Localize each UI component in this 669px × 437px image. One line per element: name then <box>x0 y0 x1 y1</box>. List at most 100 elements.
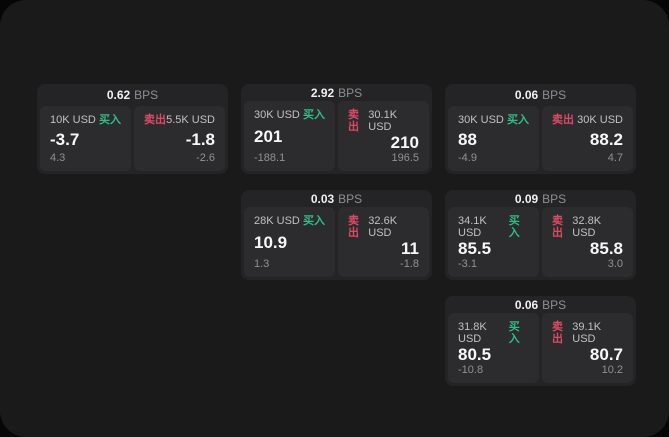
sell-quote-pane[interactable]: 卖出 5.5K USD -1.8 -2.6 <box>134 106 225 171</box>
sell-pane-header: 卖出 32.6K USD <box>348 215 419 239</box>
sell-tag: 卖出 <box>552 321 563 345</box>
sell-sub-value: 10.2 <box>601 364 623 376</box>
quote-card: 0.09 BPS 34.1K USD 买入 85.5 -3.1 卖出 32.8K… <box>445 190 636 280</box>
quote-card: 0.06 BPS 30K USD 买入 88 -4.9 卖出 30K USD 8… <box>445 84 636 174</box>
buy-tag: 买入 <box>303 109 325 121</box>
card-header: 0.03 BPS <box>244 190 429 207</box>
bps-unit-label: BPS <box>338 85 363 100</box>
buy-price: 80.5 <box>458 345 492 364</box>
buy-tag: 买入 <box>303 215 325 227</box>
buy-pane-header: 30K USD 买入 <box>254 109 325 121</box>
buy-pane-header: 10K USD 买入 <box>50 114 121 126</box>
sell-size-label: 5.5K USD <box>166 114 215 126</box>
card-body: 31.8K USD 买入 80.5 -10.8 卖出 39.1K USD 80.… <box>448 313 633 383</box>
card-header: 2.92 BPS <box>244 84 429 101</box>
bps-value: 2.92 <box>310 85 335 100</box>
sell-quote-pane[interactable]: 卖出 30.1K USD 210 196.5 <box>338 101 429 171</box>
buy-quote-pane[interactable]: 28K USD 买入 10.9 1.3 <box>244 207 335 277</box>
card-body: 28K USD 买入 10.9 1.3 卖出 32.6K USD 11 -1.8 <box>244 207 429 277</box>
sell-quote-pane[interactable]: 卖出 30K USD 88.2 4.7 <box>542 106 633 171</box>
buy-price: 88 <box>458 129 477 149</box>
sell-price: -1.8 <box>185 129 215 149</box>
buy-size-label: 30K USD <box>458 114 504 126</box>
sell-sub-value: 4.7 <box>607 152 623 164</box>
buy-quote-pane[interactable]: 31.8K USD 买入 80.5 -10.8 <box>448 313 539 383</box>
card-header: 0.09 BPS <box>448 190 633 207</box>
buy-quote-pane[interactable]: 30K USD 买入 88 -4.9 <box>448 106 539 171</box>
buy-quote-pane[interactable]: 30K USD 买入 201 -188.1 <box>244 101 335 171</box>
buy-sub-value: 4.3 <box>50 152 66 164</box>
buy-pane-header: 28K USD 买入 <box>254 215 325 227</box>
buy-tag: 买入 <box>507 114 529 126</box>
buy-size-label: 31.8K USD <box>458 321 487 345</box>
bps-unit-label: BPS <box>338 191 363 206</box>
sell-tag: 卖出 <box>552 114 574 126</box>
sell-quote-pane[interactable]: 卖出 32.6K USD 11 -1.8 <box>338 207 429 277</box>
sell-price: 80.7 <box>589 345 623 364</box>
buy-tag: 买入 <box>508 321 520 345</box>
sell-pane-header: 卖出 39.1K USD <box>552 321 623 345</box>
sell-price: 85.8 <box>589 239 623 258</box>
bps-value: 0.09 <box>514 191 539 206</box>
sell-quote-pane[interactable]: 卖出 32.8K USD 85.8 3.0 <box>542 207 633 277</box>
sell-size-label: 32.6K USD <box>368 215 398 239</box>
sell-price: 11 <box>401 239 419 258</box>
buy-size-label: 34.1K USD <box>458 215 487 239</box>
card-body: 10K USD 买入 -3.7 4.3 卖出 5.5K USD -1.8 -2.… <box>40 106 225 171</box>
sell-sub-value: -2.6 <box>196 152 215 164</box>
bps-value: 0.06 <box>514 88 539 102</box>
bps-unit-label: BPS <box>134 88 159 102</box>
bps-value: 0.06 <box>514 297 539 312</box>
buy-price: 85.5 <box>458 239 492 258</box>
card-header: 0.06 BPS <box>448 296 633 313</box>
sell-size-label: 30K USD <box>577 114 623 126</box>
sell-price: 88.2 <box>589 129 623 149</box>
bps-unit-label: BPS <box>542 191 567 206</box>
quote-card: 0.03 BPS 28K USD 买入 10.9 1.3 卖出 32.6K US… <box>241 190 432 280</box>
sell-tag: 卖出 <box>552 215 563 239</box>
buy-sub-value: 1.3 <box>254 258 270 270</box>
sell-size-label: 30.1K USD <box>368 109 398 133</box>
buy-pane-header: 31.8K USD 买入 <box>458 321 529 345</box>
buy-tag: 买入 <box>99 114 121 126</box>
buy-price: 201 <box>254 127 283 146</box>
sell-pane-header: 卖出 30K USD <box>552 114 623 126</box>
sell-sub-value: 196.5 <box>391 152 419 164</box>
buy-tag: 买入 <box>508 215 520 239</box>
buy-price: -3.7 <box>50 129 80 149</box>
sell-sub-value: 3.0 <box>607 258 623 270</box>
buy-pane-header: 34.1K USD 买入 <box>458 215 529 239</box>
sell-size-label: 39.1K USD <box>572 321 602 345</box>
quote-card: 0.62 BPS 10K USD 买入 -3.7 4.3 卖出 5.5K USD… <box>37 84 228 174</box>
card-body: 30K USD 买入 201 -188.1 卖出 30.1K USD 210 1… <box>244 101 429 171</box>
card-header: 0.06 BPS <box>448 84 633 106</box>
buy-sub-value: -3.1 <box>458 258 477 270</box>
sell-sub-value: -1.8 <box>400 258 419 270</box>
quote-card: 0.06 BPS 31.8K USD 买入 80.5 -10.8 卖出 39.1… <box>445 296 636 386</box>
sell-size-label: 32.8K USD <box>572 215 602 239</box>
bps-value: 0.62 <box>106 88 131 102</box>
sell-tag: 卖出 <box>144 114 166 126</box>
card-body: 30K USD 买入 88 -4.9 卖出 30K USD 88.2 4.7 <box>448 106 633 171</box>
buy-quote-pane[interactable]: 34.1K USD 买入 85.5 -3.1 <box>448 207 539 277</box>
card-header: 0.62 BPS <box>40 84 225 106</box>
buy-sub-value: -10.8 <box>458 364 484 376</box>
sell-quote-pane[interactable]: 卖出 39.1K USD 80.7 10.2 <box>542 313 633 383</box>
buy-pane-header: 30K USD 买入 <box>458 114 529 126</box>
sell-tag: 卖出 <box>348 215 359 239</box>
quote-card: 2.92 BPS 30K USD 买入 201 -188.1 卖出 30.1K … <box>241 84 432 174</box>
card-body: 34.1K USD 买入 85.5 -3.1 卖出 32.8K USD 85.8… <box>448 207 633 277</box>
sell-tag: 卖出 <box>348 109 359 133</box>
bps-unit-label: BPS <box>542 297 567 312</box>
sell-pane-header: 卖出 30.1K USD <box>348 109 419 133</box>
buy-size-label: 10K USD <box>50 114 96 126</box>
sell-price: 210 <box>390 133 419 152</box>
quote-grid: 0.62 BPS 10K USD 买入 -3.7 4.3 卖出 5.5K USD… <box>37 84 636 386</box>
buy-quote-pane[interactable]: 10K USD 买入 -3.7 4.3 <box>40 106 131 171</box>
buy-size-label: 30K USD <box>254 109 300 121</box>
sell-pane-header: 卖出 32.8K USD <box>552 215 623 239</box>
bps-unit-label: BPS <box>542 88 567 102</box>
buy-size-label: 28K USD <box>254 215 300 227</box>
sell-pane-header: 卖出 5.5K USD <box>144 114 215 126</box>
